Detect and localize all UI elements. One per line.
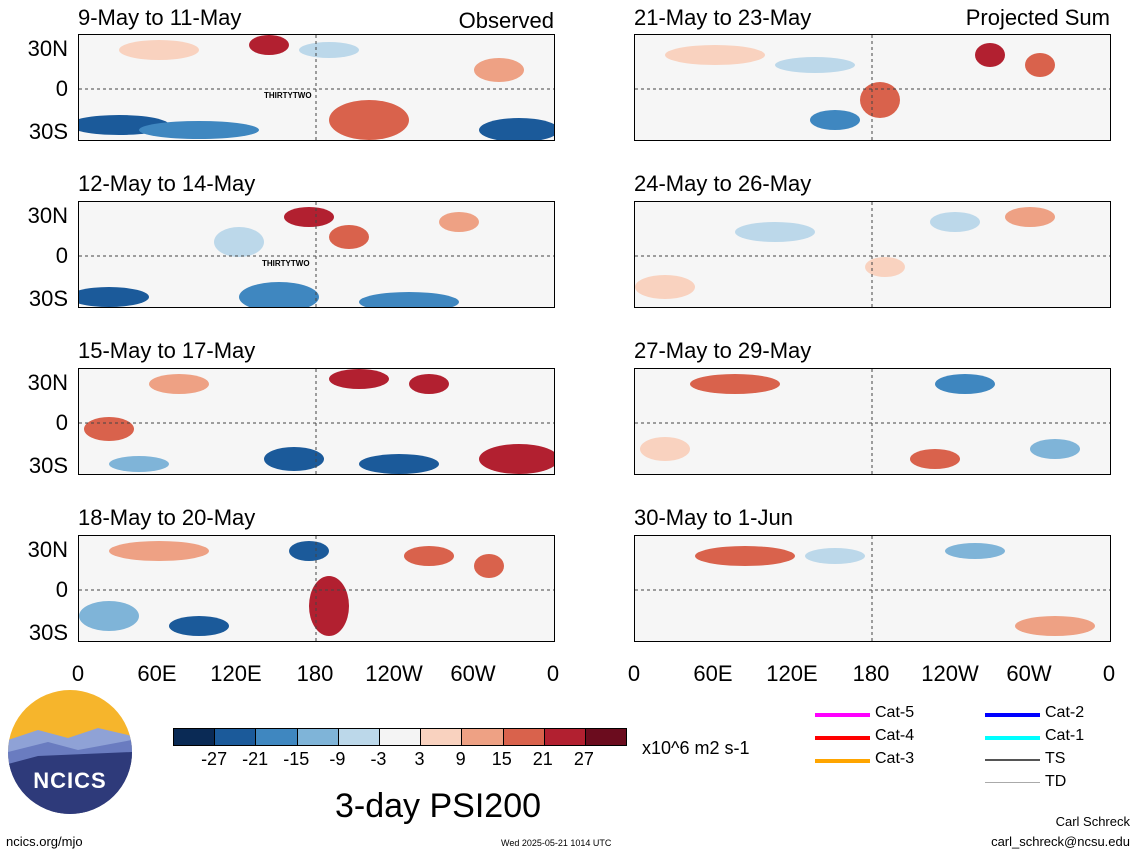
- legend-line: [985, 759, 1040, 761]
- legend-label: Cat-3: [875, 750, 915, 767]
- psi-map: [635, 35, 1110, 140]
- panel-tag: Projected Sum: [965, 5, 1110, 30]
- psi-map: [635, 202, 1110, 307]
- panel-title: 9-May to 11-May: [78, 5, 242, 30]
- map-panel: [634, 368, 1111, 475]
- colorbar-tick-label: 27: [573, 749, 594, 769]
- lat-label: 30N: [27, 370, 68, 395]
- lon-label: 180: [296, 661, 334, 686]
- colorbar-tick-label: -9: [329, 749, 346, 769]
- lon-label: 120E: [766, 661, 818, 686]
- lat-label: 30S: [28, 286, 68, 311]
- map-panel: THIRTYTWO: [78, 34, 555, 141]
- colorbar-tick-label: 15: [491, 749, 512, 769]
- psi-map: [79, 202, 554, 307]
- legend-line: [985, 782, 1040, 783]
- map-panel: THIRTYTWO: [78, 201, 555, 308]
- legend-line: [985, 736, 1040, 740]
- legend-line: [985, 713, 1040, 717]
- footer-author: Carl Schreck: [1055, 814, 1130, 829]
- main-title: 3-day PSI200: [335, 787, 542, 825]
- psi-map: [79, 35, 554, 140]
- panel-title: 18-May to 20-May: [78, 505, 256, 530]
- colorbar-tick-label: -15: [283, 749, 310, 769]
- lon-label: 120E: [210, 661, 262, 686]
- panel-tag: Observed: [458, 8, 554, 33]
- legend-label: Cat-1: [1045, 727, 1085, 744]
- lon-label: 180: [852, 661, 890, 686]
- colorbar-swatch: [544, 729, 586, 745]
- panel-title: 15-May to 17-May: [78, 338, 256, 363]
- lat-label: 30S: [28, 620, 68, 645]
- legend-label: TD: [1045, 773, 1067, 790]
- panel-title: 12-May to 14-May: [78, 171, 256, 196]
- colorbar-swatch: [585, 729, 627, 745]
- lat-label: 0: [55, 76, 68, 101]
- footer-email[interactable]: carl_schreck@ncsu.edu: [991, 834, 1130, 849]
- colorbar: [173, 728, 627, 746]
- storm-label: THIRTYTWO: [262, 259, 310, 268]
- colorbar-swatch: [421, 729, 463, 745]
- lon-label: 120W: [365, 661, 423, 686]
- footer-timestamp: Wed 2025-05-21 1014 UTC: [501, 838, 612, 848]
- map-panel: [634, 34, 1111, 141]
- footer-url[interactable]: ncics.org/mjo: [6, 834, 83, 849]
- psi-map: [635, 369, 1110, 474]
- legend-label: Cat-5: [875, 704, 915, 721]
- legend-label: Cat-2: [1045, 704, 1085, 721]
- lat-label: 30N: [27, 36, 68, 61]
- lat-label: 30N: [27, 203, 68, 228]
- legend-line: [815, 713, 870, 717]
- lon-label: 60E: [137, 661, 177, 686]
- colorbar-swatch: [215, 729, 257, 745]
- colorbar-swatch: [338, 729, 380, 745]
- legend-label: Cat-4: [875, 727, 915, 744]
- colorbar-tick-label: 3: [414, 749, 425, 769]
- colorbar-tick-label: -27: [201, 749, 228, 769]
- panel-title: 30-May to 1-Jun: [634, 505, 793, 530]
- lon-label: 0: [71, 661, 85, 686]
- lon-label: 120W: [921, 661, 979, 686]
- lon-label: 60W: [1006, 661, 1052, 686]
- panel-title: 27-May to 29-May: [634, 338, 812, 363]
- colorbar-swatch: [503, 729, 545, 745]
- lon-label: 60E: [693, 661, 733, 686]
- lat-label: 30N: [27, 537, 68, 562]
- colorbar-tick-label: -21: [242, 749, 269, 769]
- map-panel: [634, 201, 1111, 308]
- map-panel: [78, 535, 555, 642]
- ncics-logo: NCICS: [8, 690, 132, 814]
- colorbar-tick-label: 21: [532, 749, 553, 769]
- map-panel: [78, 368, 555, 475]
- psi-map: [635, 536, 1110, 641]
- colorbar-swatch: [256, 729, 298, 745]
- panel-title: 24-May to 26-May: [634, 171, 812, 196]
- lat-label: 0: [55, 577, 68, 602]
- colorbar-swatch: [297, 729, 339, 745]
- lat-label: 0: [55, 410, 68, 435]
- colorbar-tick-label: -3: [370, 749, 387, 769]
- colorbar-tick-label: 9: [455, 749, 466, 769]
- lon-label: 0: [546, 661, 560, 686]
- colorbar-swatch: [462, 729, 504, 745]
- colorbar-units: x10^6 m2 s-1: [642, 738, 750, 758]
- lat-label: 0: [55, 243, 68, 268]
- colorbar-swatch: [174, 729, 216, 745]
- legend-line: [815, 759, 870, 763]
- logo-graphic: [8, 728, 132, 814]
- psi-map: [79, 369, 554, 474]
- colorbar-swatch: [379, 729, 422, 745]
- logo-text: NCICS: [33, 768, 107, 793]
- lon-label: 0: [627, 661, 641, 686]
- panel-title: 21-May to 23-May: [634, 5, 812, 30]
- psi-map: [79, 536, 554, 641]
- legend-line: [815, 736, 870, 740]
- legend-label: TS: [1045, 750, 1066, 767]
- lon-label: 60W: [450, 661, 496, 686]
- lon-label: 0: [1102, 661, 1116, 686]
- map-panel: [634, 535, 1111, 642]
- lat-label: 30S: [28, 453, 68, 478]
- storm-label: THIRTYTWO: [264, 91, 312, 100]
- lat-label: 30S: [28, 119, 68, 144]
